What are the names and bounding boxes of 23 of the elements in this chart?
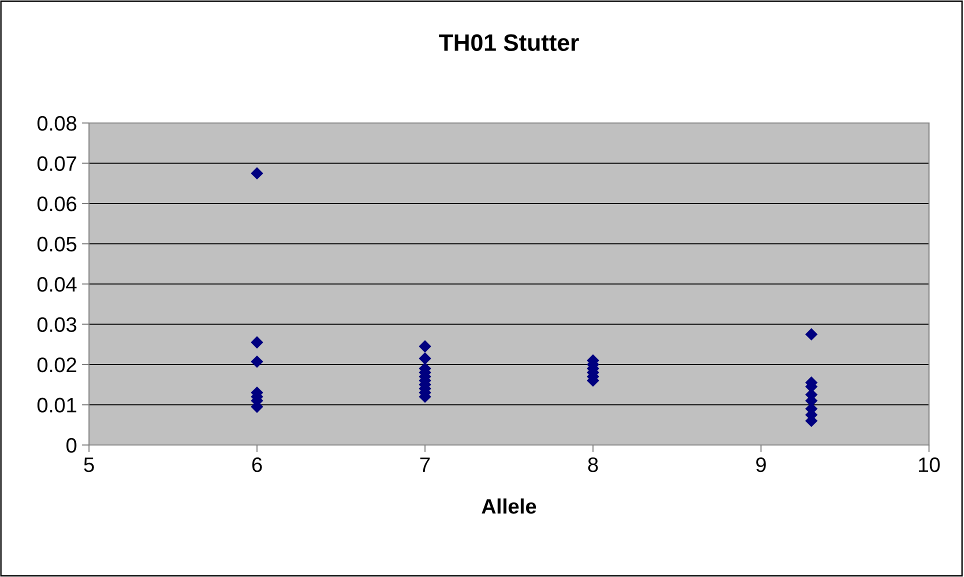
- y-tick-label: 0.05: [37, 236, 76, 252]
- point: [250, 336, 264, 349]
- y-tick-label: 0: [66, 438, 76, 453]
- x-axis-title: Allele: [482, 498, 536, 514]
- point: [250, 167, 264, 180]
- y-tick-label: 0.03: [37, 317, 76, 332]
- y-tick-label: 0.06: [37, 196, 76, 212]
- y-tick-label: 0.08: [37, 116, 76, 131]
- y-tick-label: 0.07: [37, 156, 76, 172]
- point: [805, 328, 818, 341]
- chart-title: TH01 Stutter: [439, 34, 579, 52]
- y-tick-label: 0.04: [37, 277, 77, 292]
- y-tick-label: 0.01: [37, 398, 76, 413]
- y-tick-label: 0.02: [37, 358, 76, 372]
- x-tick-label: 9: [756, 457, 766, 472]
- x-tick-label: 6: [252, 457, 262, 472]
- x-tick-label: 10: [919, 457, 940, 472]
- point: [418, 340, 432, 353]
- x-tick-label: 7: [420, 458, 430, 472]
- x-tick-label: 5: [84, 458, 94, 472]
- x-tick-label: 8: [588, 457, 598, 472]
- point: [250, 355, 264, 368]
- point: [418, 352, 432, 365]
